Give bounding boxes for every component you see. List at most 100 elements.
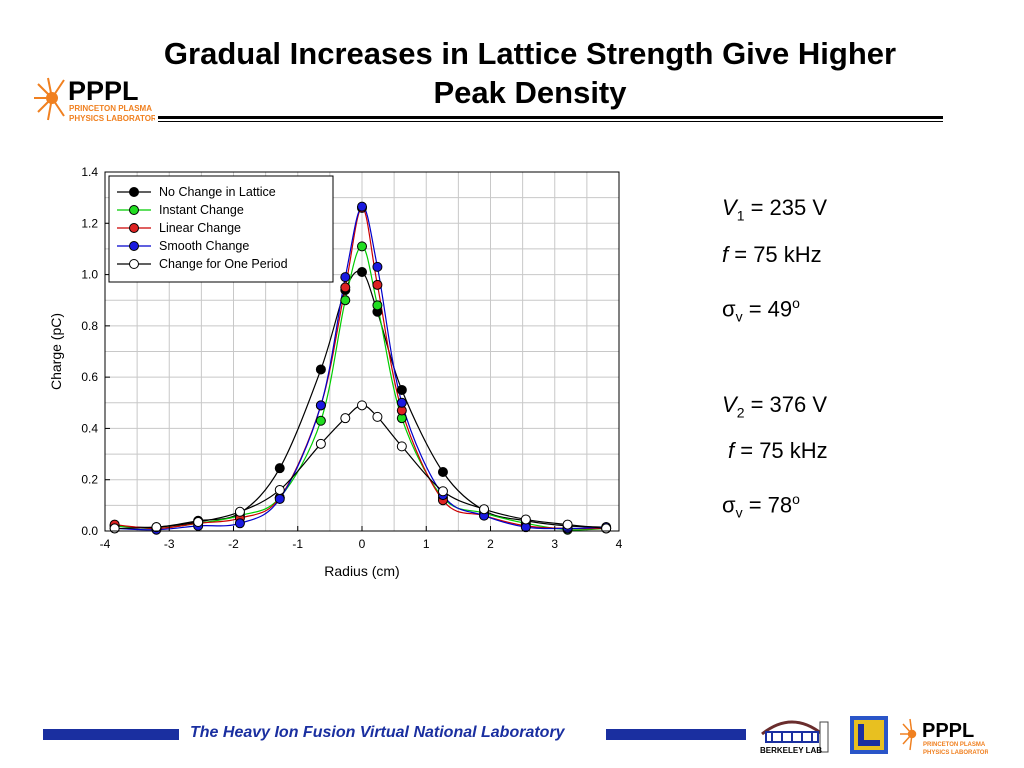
data-point [193,517,204,528]
data-point [437,486,448,497]
chart-series-markers [109,201,612,535]
data-point [274,484,285,495]
v2-symbol: V [722,392,737,417]
pppl-logo: PPPL PRINCETON PLASMA PHYSICS LABORATORY [34,76,155,123]
x-tick-label: 0 [359,537,366,551]
pppl-logo-sub1: PRINCETON PLASMA [69,104,152,113]
x-tick-label: 1 [423,537,430,551]
f1-line: f = 75 kHz [722,243,822,267]
berkeley-lab-text: BERKELEY LAB [760,746,822,755]
sigma2-line: σv = 78o [722,487,800,525]
footer-bar-left [43,729,179,740]
llnl-logo [850,716,888,754]
v1-value: = 235 V [744,195,828,220]
y-tick-label: 0.6 [81,370,98,384]
x-axis-label: Radius (cm) [324,563,399,579]
data-point [109,523,120,534]
pppl-footer-logo-text: PPPL [922,720,974,742]
slide-title-line-2: Peak Density [433,75,627,110]
sigma2-subscript: v [735,504,743,521]
series-line-0 [114,270,607,528]
legend-label: Instant Change [159,203,244,217]
sigma1-degree: o [792,295,800,311]
legend-label: Smooth Change [159,239,249,253]
series-line-1 [114,245,607,531]
footer-text: The Heavy Ion Fusion Virtual National La… [190,724,565,741]
data-point [315,415,326,426]
title-rule-thin [158,121,943,122]
pppl-footer-logo: PPPL PRINCETON PLASMA PHYSICS LABORATORY [900,718,988,756]
legend-label: Change for One Period [159,257,288,271]
data-point [340,282,351,293]
sigma1-line: σv = 49o [722,291,800,329]
data-point [357,241,367,252]
data-point [340,272,351,283]
data-point [315,364,326,375]
legend-swatch-marker [129,223,139,233]
berkeley-lab-logo: BERKELEY LAB [760,720,829,755]
v1-subscript: 1 [736,207,745,224]
data-point [357,267,367,278]
pppl-logo-sub2: PHYSICS LABORATORY [69,114,155,123]
data-point [315,438,326,449]
data-point [372,261,383,272]
data-point [396,397,407,408]
data-point [372,411,383,422]
y-axis-label: Charge (pC) [48,313,64,390]
dome-icon [761,720,823,736]
x-tick-label: 4 [616,537,623,551]
data-point [372,300,383,311]
legend-label: Linear Change [159,221,241,235]
data-point [315,400,326,411]
v2-subscript: 2 [736,404,745,421]
chart-legend: No Change in Lattice Instant Change Linear… [108,175,334,283]
llnl-emblem-icon [858,724,880,746]
chart-ticks: -4 -3 -2 -1 0 1 2 3 4 0.0 0.2 0.4 0.6 0.8 1.0 1.2 1.4 [81,165,622,551]
legend-swatch-marker [129,205,139,215]
sigma1-symbol: σ [722,296,736,322]
data-point [562,519,573,530]
f2-value: = 75 kHz [734,438,828,463]
data-point [151,522,162,533]
sigma2-value: = 78 [742,492,793,518]
x-tick-label: -3 [164,537,175,551]
sigma2-symbol: σ [722,492,736,518]
v2-value: = 376 V [744,392,828,417]
legend-swatch-marker [129,187,139,197]
y-tick-label: 0.0 [81,524,98,538]
data-point [357,400,367,411]
sigma2-degree: o [792,491,800,507]
x-tick-label: -4 [100,537,111,551]
y-tick-label: 0.8 [81,319,98,333]
data-point [601,523,612,534]
charge-vs-radius-chart: -4 -3 -2 -1 0 1 2 3 4 0.0 0.2 0.4 0.6 0.8 1.0 1.2 1.4 No… [48,165,623,579]
data-point [234,506,245,517]
data-point [340,413,351,424]
legend-swatch-marker [129,241,139,251]
v1-line: V1 = 235 V [722,196,827,227]
data-point [396,441,407,452]
data-point [234,518,245,529]
data-point [372,279,383,290]
x-tick-label: -2 [228,537,239,551]
f2-symbol: f [728,438,735,463]
f2-line: f = 75 kHz [728,439,828,463]
y-tick-label: 1.2 [81,216,98,230]
legend-label: No Change in Lattice [159,185,276,199]
data-point [520,514,531,525]
pppl-footer-sub1: PRINCETON PLASMA [923,742,986,748]
y-tick-label: 0.4 [81,421,98,435]
slide-title-line-1: Gradual Increases in Lattice Strength Gi… [163,36,897,71]
data-point [274,463,285,474]
data-point [357,201,367,212]
footer-bar-right [606,729,746,740]
data-point [396,384,407,395]
y-tick-label: 1.4 [81,165,98,179]
y-tick-label: 0.2 [81,473,98,487]
x-tick-label: 2 [487,537,494,551]
data-point [437,467,448,478]
x-tick-label: 3 [551,537,558,551]
starburst-icon [34,77,65,121]
pppl-logo-text: PPPL [68,76,139,106]
slide-title: Gradual Increases in Lattice Strength Gi… [110,34,950,112]
